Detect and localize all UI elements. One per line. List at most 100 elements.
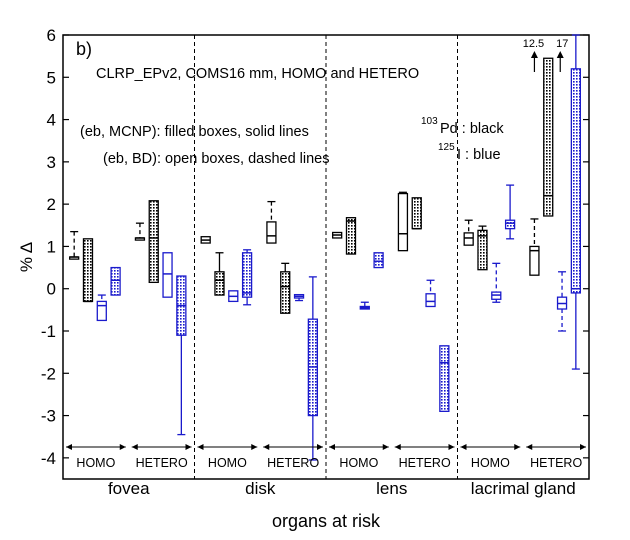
y-tick-label: -3 [41, 407, 56, 426]
box-body [412, 198, 421, 229]
group-span-arrowhead-right [383, 444, 389, 450]
box-lens-hetero-i-bd [426, 280, 435, 306]
group-label-homo: HOMO [208, 456, 247, 470]
box-lens-hetero-i-mcnp [440, 346, 449, 412]
y-tick-label: -2 [41, 364, 56, 383]
box-body [149, 201, 158, 283]
group-span-arrowhead-left [329, 444, 335, 450]
y-tick-label: 4 [47, 111, 56, 130]
group-label-homo: HOMO [339, 456, 378, 470]
box-body [97, 301, 106, 320]
box-lacrimal-gland-homo-pd-bd [464, 220, 473, 245]
box-lacrimal-gland-hetero-pd-mcnp [544, 58, 553, 216]
group-span-arrowhead-left [395, 444, 401, 450]
box-lens-homo-i-mcnp [374, 253, 383, 268]
box-body [374, 253, 383, 268]
box-lacrimal-gland-hetero-pd-bd [530, 219, 539, 275]
box-body [163, 253, 172, 297]
organ-label: fovea [108, 479, 150, 498]
box-body [346, 218, 355, 254]
organ-label: lens [376, 479, 407, 498]
box-fovea-homo-i-mcnp [111, 268, 120, 295]
box-fovea-hetero-i-mcnp [177, 276, 186, 435]
group-span-arrowhead-right [317, 444, 323, 450]
box-body [426, 294, 435, 307]
box-lens-homo-pd-mcnp [346, 218, 355, 254]
chart-title: CLRP_EPv2, COMS16 mm, HOMO and HETERO [96, 66, 419, 82]
box-fovea-homo-i-bd [97, 295, 106, 320]
box-lacrimal-gland-hetero-i-mcnp [571, 35, 580, 369]
overflow-arrowhead [531, 51, 538, 58]
y-tick-label: 5 [47, 68, 56, 87]
legend-mcnp: (eb, MCNP): filled boxes, solid lines [80, 124, 309, 140]
legend-i-superscript: 125 [438, 142, 455, 153]
legend-pd-label: Pd : black [440, 121, 504, 137]
box-fovea-hetero-i-bd [163, 253, 172, 297]
box-series [70, 35, 581, 460]
box-body [267, 222, 276, 243]
group-span-arrowhead-right [449, 444, 455, 450]
box-disk-hetero-pd-bd [267, 202, 276, 243]
group-span-arrowhead-right [514, 444, 520, 450]
box-lens-homo-i-bd [360, 302, 369, 309]
legend-i-label: I : blue [457, 147, 501, 163]
box-disk-hetero-pd-mcnp [281, 263, 290, 313]
box-lens-hetero-pd-mcnp [412, 198, 421, 229]
group-span-arrowhead-left [132, 444, 138, 450]
box-disk-hetero-i-bd [295, 295, 304, 301]
organ-label: disk [245, 479, 276, 498]
y-tick-label: -1 [41, 322, 56, 341]
legend-pd-superscript: 103 [421, 116, 438, 127]
box-fovea-hetero-pd-mcnp [149, 201, 158, 283]
group-label-homo: HOMO [471, 456, 510, 470]
box-disk-homo-i-mcnp [243, 250, 252, 305]
box-disk-homo-pd-bd [201, 237, 210, 243]
box-body [281, 272, 290, 313]
group-label-hetero: HETERO [267, 456, 319, 470]
box-disk-hetero-i-mcnp [308, 277, 317, 460]
box-body [544, 58, 553, 216]
group-label-homo: HOMO [76, 456, 115, 470]
y-tick-label: 1 [47, 237, 56, 256]
box-plot-chart: 6 5 4 3 2 1 0 -1 -2 -3 -4 HOMO HETERO HOMO HETERO HOMO… [0, 0, 630, 540]
box-body [215, 272, 224, 295]
panel-label: b) [76, 39, 92, 59]
organ-separators [195, 35, 458, 479]
y-axis-label: % Δ [17, 242, 36, 272]
group-span-arrowhead-left [263, 444, 269, 450]
group-span-arrowhead-left [66, 444, 72, 450]
box-body [398, 194, 407, 251]
group-span-arrowhead-left [526, 444, 532, 450]
x-axis-label: organs at risk [272, 511, 381, 531]
group-span-arrowhead-left [461, 444, 467, 450]
box-disk-homo-pd-mcnp [215, 253, 224, 295]
group-span-arrowhead-right [251, 444, 257, 450]
y-tick-label: -4 [41, 449, 56, 468]
overflow-value-label: 12.5 [523, 38, 544, 50]
box-body [243, 253, 252, 297]
overflow-value-label: 17 [556, 38, 568, 50]
organ-label: lacrimal gland [471, 479, 576, 498]
box-lacrimal-gland-homo-i-bd [492, 263, 501, 302]
box-lens-hetero-pd-bd [398, 192, 407, 250]
box-fovea-hetero-pd-bd [135, 223, 144, 240]
box-body [571, 69, 580, 293]
box-fovea-homo-pd-bd [70, 232, 79, 259]
box-fovea-homo-pd-mcnp [83, 239, 92, 302]
box-disk-homo-i-bd [229, 291, 238, 302]
group-label-hetero: HETERO [399, 456, 451, 470]
box-body [464, 233, 473, 245]
y-tick-label: 3 [47, 153, 56, 172]
overflow-arrowhead [557, 51, 564, 58]
box-body [111, 268, 120, 295]
group-span-arrowhead-right [186, 444, 192, 450]
group-label-hetero: HETERO [136, 456, 188, 470]
box-body [506, 220, 515, 228]
group-span-arrowhead-left [198, 444, 204, 450]
y-tick-label: 2 [47, 195, 56, 214]
box-lacrimal-gland-homo-pd-mcnp [478, 226, 487, 270]
y-tick-label: 0 [47, 280, 56, 299]
group-span-arrowhead-right [580, 444, 586, 450]
box-body [440, 346, 449, 412]
y-tick-label: 6 [47, 26, 56, 45]
